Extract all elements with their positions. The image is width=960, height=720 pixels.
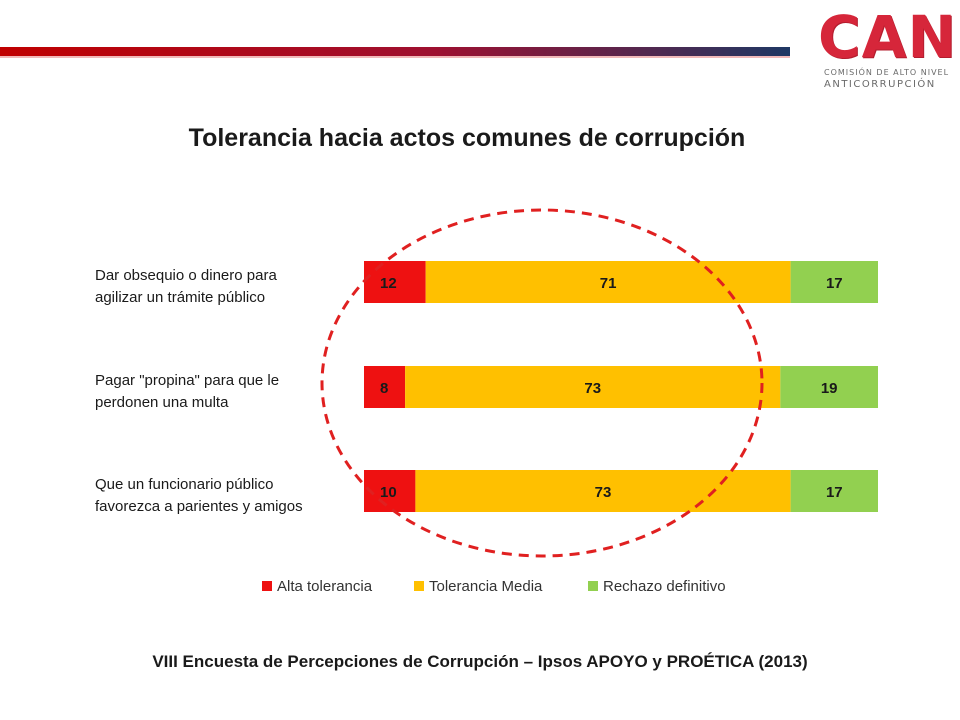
category-label-line: Que un funcionario público	[95, 476, 273, 493]
chart-title: Tolerancia hacia actos comunes de corrup…	[188, 124, 746, 152]
value-label-tolerancia-media: 73	[595, 484, 612, 501]
legend-swatch-alta-tolerancia	[262, 581, 272, 591]
value-label-alta-tolerancia: 8	[380, 380, 388, 397]
header-band	[0, 47, 790, 58]
legend-swatch-rechazo-definitivo	[588, 581, 598, 591]
source-footer: VIII Encuesta de Percepciones de Corrupc…	[152, 652, 808, 671]
bar-alta-tolerancia	[364, 366, 406, 408]
bar-tolerancia-media	[405, 366, 781, 408]
category-label: Dar obsequio o dinero para agilizar un tr…	[95, 267, 277, 306]
value-label-rechazo-definitivo: 19	[821, 380, 838, 397]
logo-subtitle-line1: COMISIÓN DE ALTO NIVEL	[824, 68, 950, 77]
legend-label-rechazo-definitivo: Rechazo definitivo	[603, 578, 726, 595]
category-label-line: Pagar "propina" para que le	[95, 372, 279, 389]
value-label-tolerancia-media: 71	[600, 275, 617, 292]
category-label-line: Dar obsequio o dinero para	[95, 267, 277, 284]
bar-rechazo-definitivo	[790, 470, 878, 512]
can-logo: CAN COMISIÓN DE ALTO NIVEL ANTICORRUPCIÓ…	[808, 3, 958, 96]
value-label-rechazo-definitivo: 17	[826, 275, 843, 292]
bar-alta-tolerancia	[364, 261, 426, 303]
category-label: Pagar "propina" para que le perdonen una …	[95, 372, 279, 411]
value-label-alta-tolerancia: 10	[380, 484, 397, 501]
bar-tolerancia-media	[425, 261, 791, 303]
logo-wordmark: CAN	[818, 3, 957, 71]
bar-tolerancia-media	[415, 470, 791, 512]
category-label-line: favorezca a parientes y amigos	[95, 498, 303, 515]
category-label-line: perdonen una multa	[95, 394, 229, 411]
category-label-line: agilizar un trámite público	[95, 289, 265, 306]
value-label-rechazo-definitivo: 17	[826, 484, 843, 501]
bar-rechazo-definitivo	[780, 366, 878, 408]
category-label: Que un funcionario público favorezca a pa…	[95, 476, 303, 515]
bar-rechazo-definitivo	[790, 261, 878, 303]
bar-alta-tolerancia	[364, 470, 416, 512]
legend-label-alta-tolerancia: Alta tolerancia	[277, 578, 373, 595]
value-label-alta-tolerancia: 12	[380, 275, 397, 292]
value-label-tolerancia-media: 73	[584, 380, 601, 397]
legend-swatch-tolerancia-media	[414, 581, 424, 591]
logo-subtitle-line2: ANTICORRUPCIÓN	[824, 79, 936, 90]
legend-label-tolerancia-media: Tolerancia Media	[429, 578, 543, 595]
highlight-ellipse	[320, 208, 764, 558]
